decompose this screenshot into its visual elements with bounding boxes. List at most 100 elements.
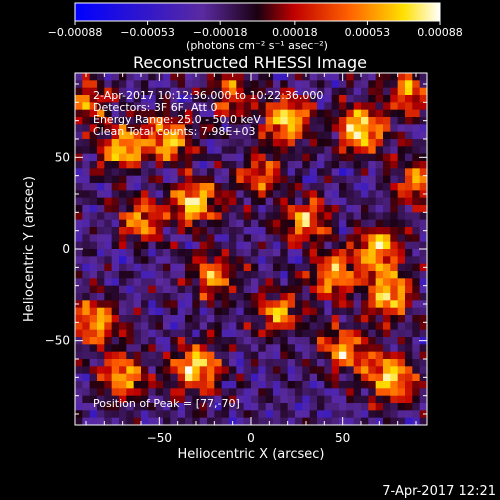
heatmap-cell [119, 102, 127, 111]
heatmap-cell [397, 73, 406, 81]
heatmap-cell [126, 183, 135, 191]
heatmap-cell [419, 388, 427, 397]
heatmap-cell [273, 293, 281, 301]
heatmap-cell [295, 381, 303, 389]
heatmap-cell [265, 388, 274, 397]
heatmap-cell [405, 117, 413, 125]
x-tick-label: 0 [247, 431, 255, 445]
heatmap-cell [104, 263, 113, 272]
heatmap-cell [177, 359, 186, 367]
heatmap-cell [397, 205, 406, 213]
heatmap-cell [390, 410, 399, 419]
heatmap-cell [89, 322, 98, 331]
heatmap-cell [214, 359, 223, 367]
heatmap-cell [177, 190, 186, 199]
heatmap-cell [185, 73, 193, 81]
heatmap-cell [229, 329, 237, 338]
heatmap-cell [331, 271, 340, 279]
heatmap-cell [104, 131, 113, 140]
heatmap-cell [236, 168, 245, 177]
heatmap-cell [155, 87, 164, 96]
heatmap-cell [185, 307, 193, 316]
heatmap-cell [375, 381, 384, 389]
heatmap-cell [82, 329, 91, 338]
heatmap-cell [280, 256, 289, 265]
heatmap-cell [309, 95, 318, 103]
heatmap-cell [375, 131, 384, 140]
heatmap-cell [368, 329, 377, 338]
heatmap-cell [419, 102, 427, 111]
heatmap-cell [243, 300, 252, 309]
heatmap-cell [361, 139, 369, 147]
heatmap-cell [163, 293, 171, 301]
heatmap-cell [258, 351, 267, 360]
heatmap-cell [82, 373, 91, 382]
heatmap-cell [97, 366, 105, 375]
heatmap-cell [75, 403, 83, 411]
heatmap-cell [89, 95, 98, 103]
heatmap-cell [368, 263, 377, 272]
heatmap-cell [243, 124, 252, 133]
heatmap-cell [419, 212, 427, 221]
heatmap-cell [111, 117, 120, 125]
heatmap-cell [170, 285, 179, 294]
heatmap-cell [192, 256, 201, 265]
heatmap-cell [397, 285, 406, 294]
heatmap-cell [111, 388, 120, 397]
heatmap-cell [133, 227, 142, 235]
heatmap-cell [368, 337, 377, 345]
heatmap-cell [258, 241, 267, 250]
heatmap-cell [273, 219, 281, 228]
heatmap-cell [97, 329, 105, 338]
heatmap-cell [243, 234, 252, 243]
heatmap-cell [419, 381, 427, 389]
heatmap-cell [111, 153, 120, 162]
heatmap-cell [390, 234, 399, 243]
heatmap-cell [126, 307, 135, 316]
heatmap-cell [258, 388, 267, 397]
heatmap-cell [251, 183, 259, 191]
heatmap-cell [133, 344, 142, 353]
heatmap-cell [361, 271, 369, 279]
heatmap-cell [383, 80, 391, 89]
heatmap-cell [287, 300, 296, 309]
heatmap-cell [273, 153, 281, 162]
heatmap-cell [419, 183, 427, 191]
heatmap-cell [97, 403, 105, 411]
heatmap-cell [309, 168, 318, 177]
heatmap-cell [397, 175, 406, 184]
heatmap-cell [119, 271, 127, 279]
heatmap-cell [383, 161, 391, 169]
heatmap-cell [302, 190, 311, 199]
heatmap-cell [185, 131, 193, 140]
heatmap-cell [287, 102, 296, 111]
heatmap-cell [221, 146, 230, 155]
heatmap-cell [361, 205, 369, 213]
heatmap-cell [383, 359, 391, 367]
heatmap-cell [236, 161, 245, 169]
heatmap-cell [346, 139, 355, 147]
x-tick-label: −50 [147, 431, 172, 445]
heatmap-cell [89, 183, 98, 191]
heatmap-cell [339, 351, 347, 360]
heatmap-cell [251, 381, 259, 389]
heatmap-cell [280, 190, 289, 199]
heatmap-cell [265, 366, 274, 375]
heatmap-cell [133, 381, 142, 389]
heatmap-cell [243, 227, 252, 235]
heatmap-cell [119, 300, 127, 309]
heatmap-cell [397, 381, 406, 389]
heatmap-cell [419, 161, 427, 169]
heatmap-cell [317, 212, 325, 221]
heatmap-cell [251, 219, 259, 228]
heatmap-cell [119, 366, 127, 375]
heatmap-cell [309, 109, 318, 118]
heatmap-cell [75, 285, 83, 294]
heatmap-cell [243, 256, 252, 265]
heatmap-cell [185, 395, 193, 404]
heatmap-cell [302, 183, 311, 191]
heatmap-cell [185, 249, 193, 257]
heatmap-cell [346, 410, 355, 419]
heatmap-cell [236, 139, 245, 147]
heatmap-cell [119, 153, 127, 162]
